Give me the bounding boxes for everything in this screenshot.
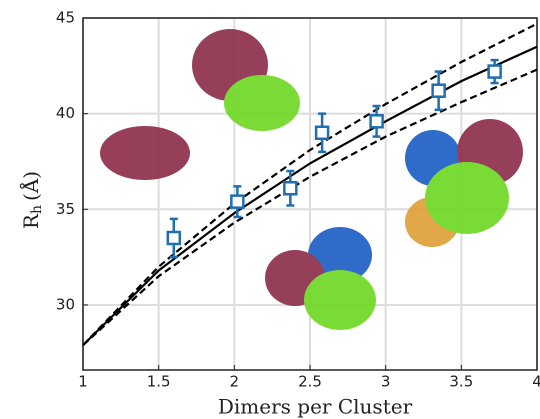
molecule: [224, 75, 300, 131]
marker: [489, 66, 501, 78]
x-tick-label: 3.5: [449, 373, 473, 391]
marker: [284, 182, 296, 194]
marker: [371, 115, 383, 127]
marker: [231, 196, 243, 208]
y-label-unit: (Å): [18, 171, 43, 201]
y-axis-label: Rh (Å): [18, 171, 46, 229]
y-label-main: R: [19, 213, 43, 229]
marker: [433, 85, 445, 97]
y-tick-label: 45: [56, 9, 75, 27]
y-tick-label: 40: [56, 104, 75, 122]
molecule-images: [100, 29, 523, 330]
x-tick-label: 2.5: [298, 373, 322, 391]
chart: Dimers per Cluster Rh (Å) 1 1.5 2 2.5 3 3.5 4 30…: [0, 0, 540, 419]
molecule: [100, 126, 190, 180]
x-tick-label: 1: [78, 373, 88, 391]
molecule: [304, 270, 376, 330]
x-tick-label: 3: [381, 373, 391, 391]
marker: [316, 127, 328, 139]
marker: [168, 232, 180, 244]
y-tick-label: 35: [56, 200, 75, 218]
y-tick-label: 30: [56, 295, 75, 313]
y-label-sub: h: [29, 205, 45, 214]
x-axis-label: Dimers per Cluster: [218, 395, 413, 419]
x-tick-label: 1.5: [147, 373, 171, 391]
x-tick-label: 2: [230, 373, 240, 391]
molecule: [425, 162, 509, 234]
x-tick-label: 4: [532, 373, 540, 391]
